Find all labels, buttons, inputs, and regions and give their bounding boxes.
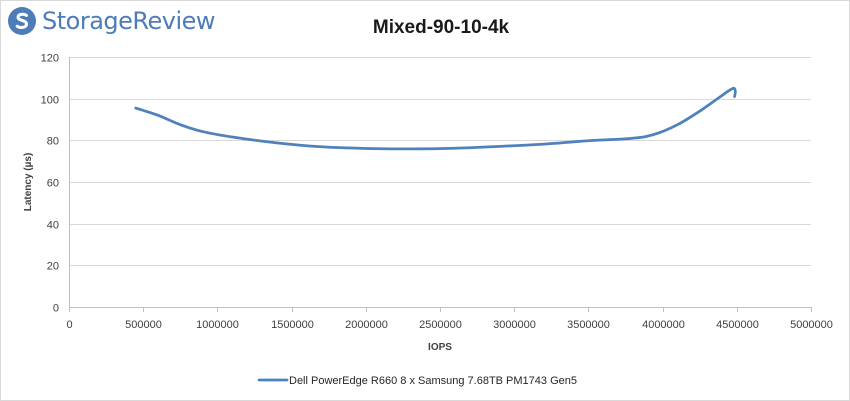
x-tick-label: 3000000: [493, 319, 536, 331]
y-tick-label: 20: [47, 261, 59, 273]
brand: StorageReview: [7, 4, 216, 38]
series-line: [134, 86, 737, 151]
chart-title: Mixed-90-10-4k: [373, 17, 510, 38]
x-tick-label: 0: [66, 319, 72, 331]
y-tick-label: 0: [53, 303, 59, 315]
legend: Dell PowerEdge R660 8 x Samsung 7.68TB P…: [257, 375, 577, 387]
series-layer: [134, 86, 737, 151]
x-tick-label: 4000000: [642, 319, 685, 331]
x-tick-label: 5000000: [790, 319, 833, 331]
x-tick-label: 500000: [125, 319, 162, 331]
brand-name: StorageReview: [42, 7, 216, 35]
x-tick-label: 2500000: [419, 319, 462, 331]
storagereview-logo-icon: [8, 7, 36, 35]
y-tick-label: 40: [47, 220, 59, 232]
y-tick-label: 100: [41, 95, 59, 107]
x-axis-title: IOPS: [428, 342, 452, 353]
gridlines: [69, 57, 811, 266]
y-tick-label: 60: [47, 178, 59, 190]
x-tick-label: 4500000: [716, 319, 759, 331]
x-tick-label: 3500000: [567, 319, 610, 331]
y-tick-label: 120: [41, 53, 59, 65]
x-tick-label: 1500000: [271, 319, 314, 331]
y-axis-title: Latency (µs): [23, 153, 34, 212]
y-tick-label: 80: [47, 136, 59, 148]
x-tick-label: 1000000: [196, 319, 239, 331]
axes: 0 20 40 60 80 100 120 0 500000 1000000 1500000 2000…: [41, 53, 833, 332]
legend-label: Dell PowerEdge R660 8 x Samsung 7.68TB P…: [289, 375, 577, 387]
x-tick-label: 2000000: [345, 319, 388, 331]
